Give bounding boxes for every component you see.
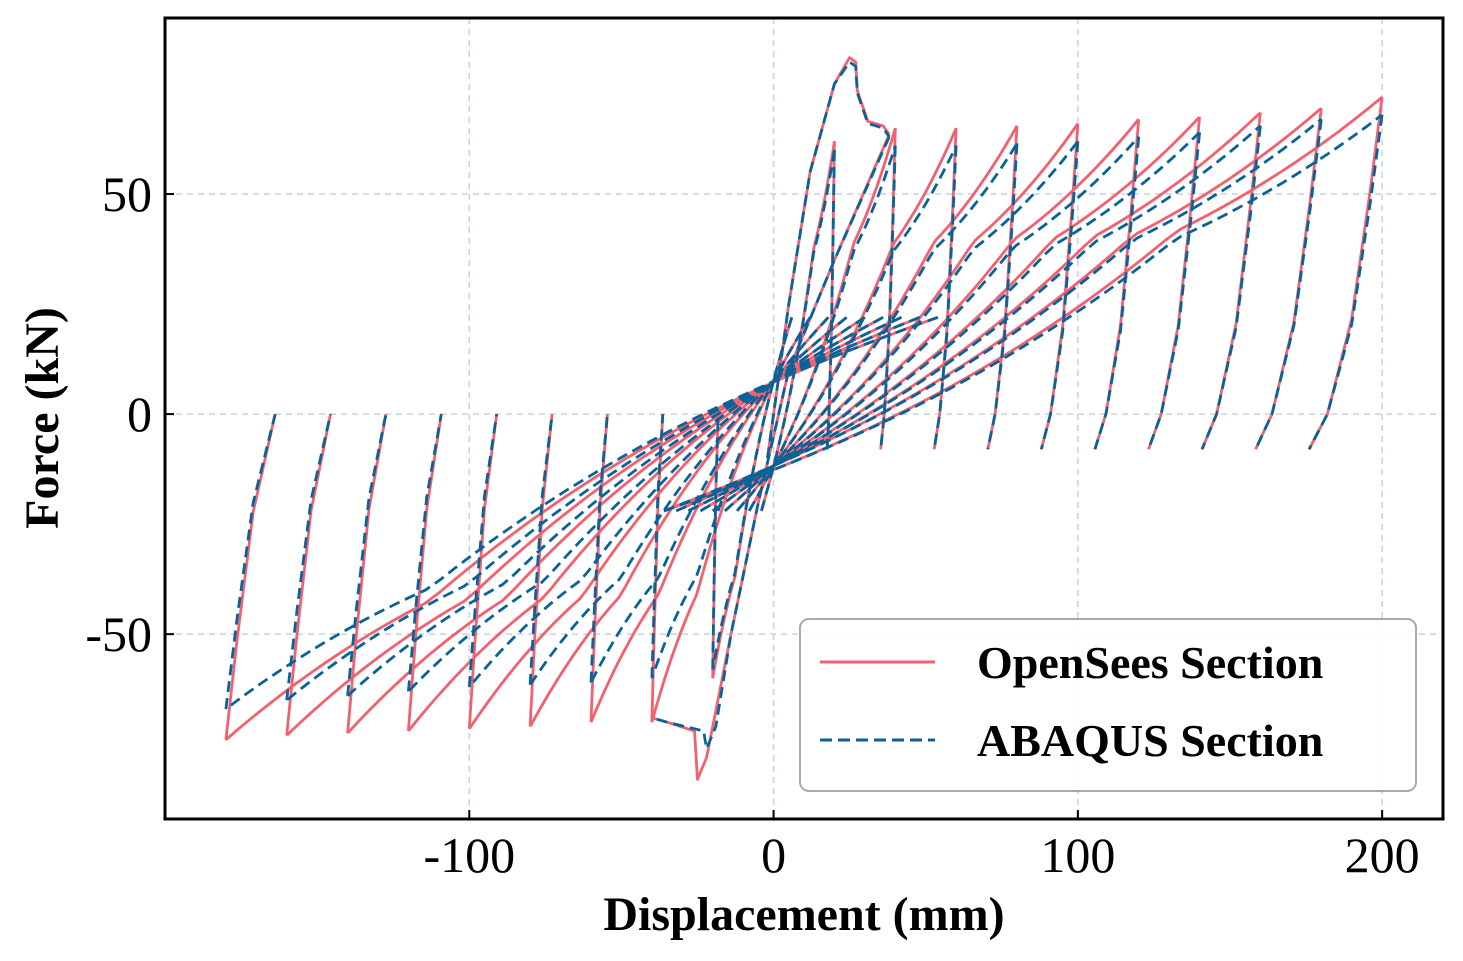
loop-unload-positive xyxy=(1254,108,1323,450)
loop-unload-negative xyxy=(711,414,720,670)
loop-reload-positive xyxy=(747,127,897,512)
loop-reload-positive xyxy=(663,118,1323,513)
legend-label-abaqus: ABAQUS Section xyxy=(977,715,1323,766)
loop-reload-negative xyxy=(650,316,812,679)
x-tick-label: 100 xyxy=(1040,827,1115,883)
loop-unload-negative xyxy=(224,413,277,710)
loop-unload-negative xyxy=(589,413,609,683)
loop-unload-positive xyxy=(1147,116,1201,450)
loop-unload-positive xyxy=(932,145,958,450)
loop-reload-negative xyxy=(225,315,939,711)
y-tick-label: -50 xyxy=(85,606,152,662)
x-tick-label: 0 xyxy=(761,827,786,883)
loop-reload-positive xyxy=(675,111,1262,513)
loop-unload-positive xyxy=(825,149,836,450)
y-axis-title: Force (kN) xyxy=(16,307,69,529)
loop-reload-positive xyxy=(747,145,897,512)
loop-reload-positive xyxy=(663,113,1383,513)
loop-unload-positive xyxy=(1039,141,1080,450)
y-tick-label: 0 xyxy=(127,386,152,442)
loop-unload-negative xyxy=(528,413,554,685)
loop-reload-negative xyxy=(285,316,921,702)
loop-unload-positive xyxy=(1254,119,1323,450)
loop-unload-positive xyxy=(1200,112,1262,450)
plot-frame xyxy=(163,16,1445,821)
legend-box xyxy=(799,618,1417,792)
initial-trough-curve xyxy=(651,136,891,750)
loop-reload-positive xyxy=(760,149,836,512)
loop-reload-negative xyxy=(346,316,902,697)
initial-peak-curve xyxy=(766,60,891,459)
loop-unload-negative xyxy=(285,413,332,701)
loop-unload-positive xyxy=(1147,132,1201,450)
loop-unload-negative xyxy=(407,413,443,692)
x-axis-title: Displacement (mm) xyxy=(603,888,1004,941)
loop-unload-positive xyxy=(1093,119,1141,450)
series-abaqus xyxy=(224,60,1384,750)
x-tick-label: -100 xyxy=(423,827,515,883)
loop-unload-negative xyxy=(407,413,443,732)
loop-unload-negative xyxy=(224,413,277,740)
loop-reload-negative xyxy=(468,316,866,688)
loop-reload-positive xyxy=(675,124,1262,513)
loop-unload-negative xyxy=(346,413,388,734)
loop-reload-negative xyxy=(468,316,866,730)
loop-unload-positive xyxy=(879,145,897,450)
loop-unload-positive xyxy=(1307,114,1384,450)
loop-reload-negative xyxy=(407,316,884,693)
series-layer xyxy=(224,56,1384,781)
loop-reload-negative xyxy=(285,316,921,737)
loop-unload-positive xyxy=(1307,97,1384,450)
loop-unload-positive xyxy=(1200,125,1262,450)
legend: OpenSees Section ABAQUS Section xyxy=(799,618,1417,792)
loop-reload-negative xyxy=(589,316,830,684)
loop-unload-positive xyxy=(986,143,1019,450)
legend-label-opensees: OpenSees Section xyxy=(977,637,1323,688)
ticks: -100 0 100 200 -50 0 50 xyxy=(85,166,1419,883)
x-tick-label: 200 xyxy=(1345,827,1420,883)
y-tick-label: 50 xyxy=(102,166,152,222)
loop-unload-negative xyxy=(346,413,388,696)
loop-reload-negative xyxy=(528,316,848,686)
